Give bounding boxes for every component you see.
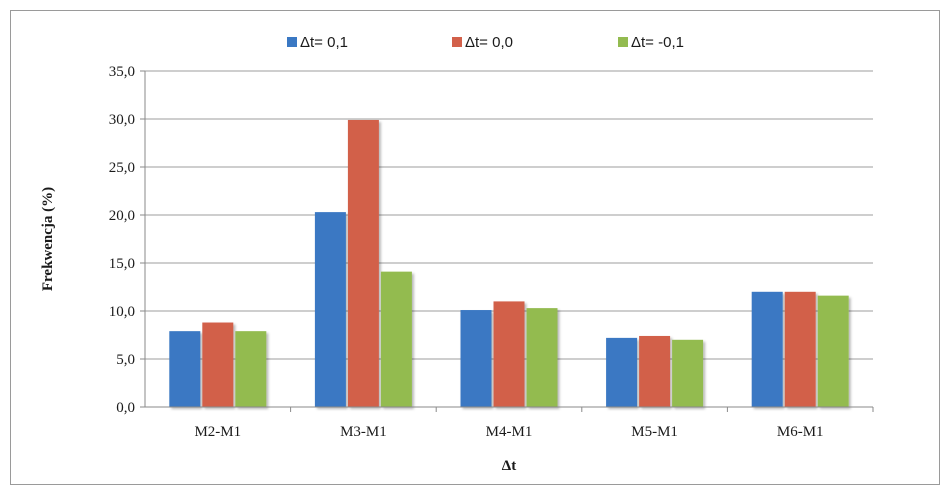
bar <box>380 271 412 407</box>
bar <box>526 308 558 407</box>
x-tick-label: M6-M1 <box>777 424 824 440</box>
bar <box>314 212 346 407</box>
y-tick-label: 30,0 <box>109 112 135 128</box>
bar <box>751 291 783 407</box>
bar <box>235 331 267 407</box>
legend-label: Δt= -0,1 <box>631 34 684 51</box>
bar <box>606 337 638 407</box>
x-tick-label: M3-M1 <box>340 424 387 440</box>
bar <box>169 331 201 407</box>
y-tick-label: 20,0 <box>109 208 135 224</box>
legend-swatch <box>287 37 297 47</box>
y-tick-label: 0,0 <box>116 400 135 416</box>
bar <box>347 119 379 408</box>
legend-label: Δt= 0,1 <box>300 34 348 51</box>
bar <box>493 301 525 407</box>
x-tick-label: M5-M1 <box>631 424 678 440</box>
axes: 0,0 5,0 10,0 15,0 20,0 25,0 30,0 35,0 M2-M1 M3-M1… <box>109 64 874 440</box>
y-tick-label: 5,0 <box>116 352 135 368</box>
x-tick-label: M4-M1 <box>486 424 533 440</box>
y-tick-label: 10,0 <box>109 304 135 320</box>
y-tick-label: 25,0 <box>109 160 135 176</box>
x-axis-title: Δt <box>502 458 516 474</box>
bar <box>672 339 704 407</box>
legend-swatch <box>618 37 628 47</box>
bars <box>169 119 849 408</box>
bar <box>202 322 234 407</box>
y-axis-title: Frekwencja (%) <box>40 187 56 291</box>
bar <box>460 310 492 407</box>
bar <box>817 295 849 407</box>
x-tick-label: M2-M1 <box>194 424 241 440</box>
y-tick-label: 35,0 <box>109 64 135 80</box>
legend-swatch <box>452 37 462 47</box>
grid-lines <box>145 70 873 360</box>
y-tick-label: 15,0 <box>109 256 135 272</box>
bar <box>784 291 816 407</box>
legend: Δt= 0,1 Δt= 0,0 Δt= -0,1 <box>287 34 684 51</box>
bar <box>639 335 671 407</box>
legend-label: Δt= 0,0 <box>465 34 513 51</box>
